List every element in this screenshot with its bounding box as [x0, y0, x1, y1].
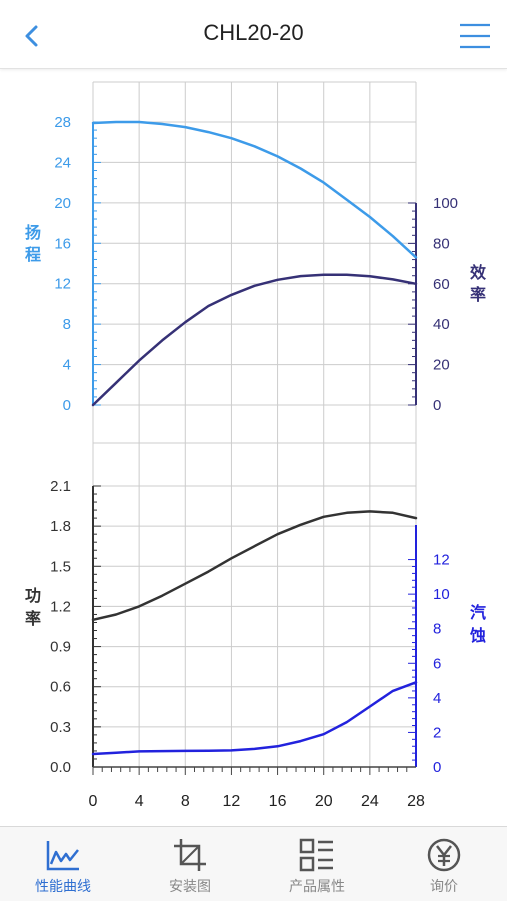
right-axis-title: 效 [470, 263, 486, 282]
right-axis-tick-label: 100 [433, 195, 458, 212]
left-axis-tick-label: 1.8 [50, 518, 71, 535]
left-axis-tick-label: 8 [63, 316, 71, 333]
tab-product-properties[interactable]: 产品属性 [254, 827, 380, 901]
left-axis-tick-label: 0.0 [50, 759, 71, 776]
x-axis-tick-label: 0 [89, 793, 98, 810]
x-axis-tick-label: 28 [407, 793, 425, 810]
series-line [91, 120, 418, 259]
left-axis-tick-label: 1.2 [50, 598, 71, 615]
left-axis-tick-label: 0.6 [50, 679, 71, 696]
left-axis-title: 程 [25, 246, 41, 264]
right-axis-title: 蚀 [469, 626, 486, 645]
tab-installation-drawing[interactable]: 安装图 [127, 827, 253, 901]
x-axis-tick-label: 4 [135, 793, 144, 810]
back-button[interactable] [14, 18, 50, 54]
left-axis-tick-label: 24 [54, 154, 71, 171]
left-axis-title: 功 [25, 587, 41, 605]
performance-charts: 0481216202428020406080100扬程效率0.00.30.60.… [25, 81, 486, 810]
right-axis-title: 汽 [470, 603, 486, 622]
x-axis-tick-label: 24 [361, 793, 379, 810]
right-axis-tick-label: 6 [433, 655, 441, 672]
tab-inquiry[interactable]: 询价 [381, 827, 507, 901]
left-axis-tick-label: 12 [54, 276, 71, 293]
right-axis-tick-label: 80 [433, 235, 450, 252]
tab-performance-curves[interactable]: 性能曲线 [0, 827, 126, 901]
page-title: CHL20-20 [203, 20, 304, 45]
x-axis-tick-label: 16 [269, 793, 287, 810]
series-line [91, 273, 418, 407]
series-line [91, 681, 418, 756]
menu-button[interactable] [457, 18, 493, 54]
right-axis-title: 率 [470, 285, 486, 304]
performance-chart-area: 0 4 8 12 16 20 24 28 0 20 40 60 80 100 扬程效率 0.0 0.3 0.6 0.… [0, 70, 507, 826]
right-axis-tick-label: 0 [433, 759, 441, 776]
right-axis-tick-label: 20 [433, 357, 450, 374]
crop-icon [174, 839, 206, 871]
right-axis-tick-label: 10 [433, 586, 450, 603]
left-axis-title: 率 [25, 609, 41, 628]
right-axis-tick-label: 8 [433, 621, 441, 638]
chevron-left-icon [25, 25, 38, 47]
left-axis-tick-label: 2.1 [50, 478, 71, 495]
left-axis-tick-label: 1.5 [50, 558, 71, 575]
right-axis-tick-label: 12 [433, 552, 450, 569]
left-axis-tick-label: 0.3 [50, 719, 71, 736]
left-axis-title: 扬 [25, 223, 41, 242]
x-axis-tick-label: 20 [315, 793, 333, 810]
tab-label: 安装图 [169, 879, 211, 895]
tab-label: 性能曲线 [35, 879, 91, 895]
left-axis-tick-label: 0.9 [50, 639, 71, 656]
menu-icon [460, 23, 490, 49]
left-axis-tick-label: 0 [63, 397, 71, 414]
left-axis-tick-label: 28 [54, 114, 71, 131]
x-axis-tick-label: 12 [223, 793, 241, 810]
right-axis-tick-label: 4 [433, 690, 441, 707]
right-axis-tick-label: 40 [433, 316, 450, 333]
bottom-tab-bar: 性能曲线 安装图 产品属性 询价 [0, 826, 507, 901]
x-axis-tick-label: 8 [181, 793, 190, 810]
right-axis-tick-label: 0 [433, 397, 441, 414]
tab-label: 产品属性 [289, 879, 345, 895]
tab-label: 询价 [430, 879, 458, 895]
right-axis-tick-label: 60 [433, 276, 450, 293]
left-axis-tick-label: 4 [63, 357, 71, 374]
left-axis-tick-label: 20 [54, 195, 71, 212]
yen-icon [427, 838, 461, 872]
series-line [91, 510, 418, 622]
right-axis-tick-label: 2 [433, 724, 441, 741]
line-chart-icon [46, 841, 79, 871]
app-header: CHL20-20 [0, 0, 507, 69]
list-icon [299, 838, 333, 872]
left-axis-tick-label: 16 [54, 235, 71, 252]
